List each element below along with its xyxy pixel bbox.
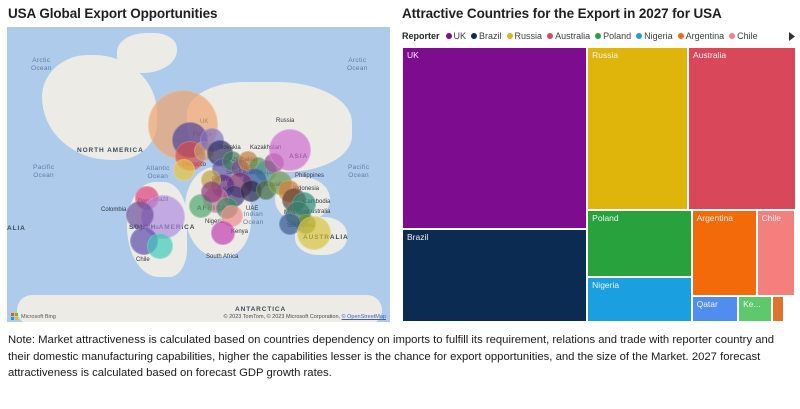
treemap-tile-label: Australia bbox=[693, 50, 727, 60]
legend-swatch-icon bbox=[445, 32, 452, 39]
treemap-tile-label: Argentina bbox=[696, 213, 733, 224]
map-bubble[interactable] bbox=[126, 201, 154, 229]
treemap-tile-russia[interactable]: Russia bbox=[587, 47, 689, 211]
chevron-right-icon[interactable] bbox=[786, 30, 798, 42]
bing-logo-text: Microsoft Bing bbox=[21, 313, 56, 320]
map-bubble[interactable] bbox=[211, 221, 235, 245]
legend-item-nigeria[interactable]: Nigeria bbox=[636, 31, 673, 41]
legend-swatch-icon bbox=[547, 32, 554, 39]
treemap-tile-qatar[interactable]: Qatar bbox=[691, 296, 739, 322]
country-label: UAE bbox=[246, 206, 259, 212]
treemap-tile[interactable] bbox=[771, 296, 785, 322]
treemap-tile-label: Poland bbox=[592, 213, 619, 224]
legend-label: Russia bbox=[514, 30, 543, 41]
country-label: Australia bbox=[307, 209, 331, 215]
country-label: Colombia bbox=[101, 207, 127, 213]
footnote: Note: Market attractiveness is calculate… bbox=[8, 334, 775, 380]
treemap-tile-label: Ke... bbox=[743, 299, 761, 310]
map-bubble[interactable] bbox=[201, 181, 223, 203]
page-title: USA Global Export Opportunities bbox=[8, 6, 218, 21]
bing-map[interactable]: Arctic Ocean Arctic Ocean Pacific Ocean Pac… bbox=[7, 27, 390, 322]
map-attribution: © 2023 TomTom, © 2023 Microsoft Corporat… bbox=[224, 314, 386, 320]
treemap-tile-argentina[interactable]: Argentina bbox=[691, 210, 757, 297]
treemap-tile-brazil[interactable]: Brazil bbox=[402, 229, 588, 322]
map-bubble[interactable] bbox=[269, 129, 311, 171]
legend-label: Argentina bbox=[685, 30, 725, 41]
treemap-tile-nigeria[interactable]: Nigeria bbox=[587, 277, 692, 322]
treemap-tile-poland[interactable]: Poland bbox=[587, 210, 692, 278]
treemap-title: Attractive Countries for the Export in 2… bbox=[402, 6, 722, 21]
legend-items: UK Brazil Russia Australia Poland Nigeria Arge… bbox=[445, 30, 758, 41]
legend-swatch-icon bbox=[677, 32, 684, 39]
legend-item-argentina[interactable]: Argentina bbox=[677, 30, 725, 41]
legend-item-uk[interactable]: UK bbox=[445, 30, 467, 41]
ocean-label: Arctic Ocean bbox=[347, 57, 368, 72]
legend-item-chile[interactable]: Chile bbox=[729, 31, 758, 41]
treemap-panel: Attractive Countries for the Export in 2… bbox=[398, 0, 800, 330]
map-bubble[interactable] bbox=[147, 233, 173, 259]
country-label: Kazakhstan bbox=[250, 145, 282, 151]
legend-swatch-icon bbox=[636, 32, 643, 39]
legend-swatch-icon bbox=[506, 32, 513, 39]
country-label: Nigeria bbox=[205, 219, 225, 225]
legend-label: Brazil bbox=[479, 30, 502, 41]
legend-item-brazil[interactable]: Brazil bbox=[471, 31, 502, 41]
continent-label: ANTARCTICA bbox=[235, 306, 287, 313]
legend-label: Chile bbox=[737, 30, 758, 41]
continent-label: ALIA bbox=[7, 225, 26, 232]
legend-swatch-icon bbox=[471, 32, 478, 39]
treemap-tile-label: UK bbox=[407, 50, 419, 60]
legend-label: Poland bbox=[603, 30, 632, 41]
legend-item-poland[interactable]: Poland bbox=[595, 31, 631, 41]
country-label: South Africa bbox=[206, 254, 239, 260]
legend-label: Nigeria bbox=[644, 30, 673, 41]
legend-item-australia[interactable]: Australia bbox=[547, 31, 590, 41]
ocean-label: Pacific Ocean bbox=[33, 164, 55, 179]
map-bubble[interactable] bbox=[297, 216, 331, 250]
ocean-label: Pacific Ocean bbox=[348, 164, 370, 179]
treemap-tile-uk[interactable]: UK bbox=[402, 47, 588, 230]
legend-swatch-icon bbox=[595, 32, 602, 39]
legend-label: Australia bbox=[555, 30, 591, 41]
legend-swatch-icon bbox=[729, 32, 736, 39]
microsoft-logo-icon bbox=[11, 313, 18, 320]
continent-label: NORTH AMERICA bbox=[77, 147, 144, 154]
legend-label: UK bbox=[453, 30, 467, 41]
treemap-tile-label: Russia bbox=[592, 50, 619, 60]
treemap-chart[interactable]: UK Brazil Russia Australia Poland Nigeria Arge… bbox=[402, 47, 796, 322]
ocean-label: Arctic Ocean bbox=[31, 57, 52, 72]
map-bubble[interactable] bbox=[173, 159, 195, 181]
legend-title: Reporter bbox=[402, 30, 440, 41]
country-label: Chile bbox=[136, 257, 150, 263]
map-attribution-text: © 2023 TomTom, © 2023 Microsoft Corporat… bbox=[223, 314, 341, 320]
openstreetmap-link[interactable]: © OpenStreetMap bbox=[341, 314, 386, 320]
legend: Reporter UK Brazil Russia Australia Poland Ni… bbox=[402, 28, 796, 43]
treemap-tile-label: Qatar bbox=[696, 299, 718, 310]
country-label: Cambodia bbox=[303, 199, 331, 205]
country-label: Kenya bbox=[231, 229, 249, 235]
treemap-tile-label: Nigeria bbox=[592, 280, 620, 291]
country-label: Indonesia bbox=[293, 186, 320, 192]
country-label: Russia bbox=[276, 118, 295, 124]
country-label: Philippines bbox=[295, 173, 325, 179]
treemap-tile-chile[interactable]: Chile bbox=[756, 210, 796, 297]
bing-logo: Microsoft Bing bbox=[11, 313, 56, 320]
landmass-antarctica bbox=[17, 295, 382, 322]
treemap-tile-label: Brazil bbox=[407, 232, 429, 243]
ocean-label: Indian Ocean bbox=[243, 211, 264, 226]
treemap-tile-australia[interactable]: Australia bbox=[688, 47, 796, 211]
legend-item-russia[interactable]: Russia bbox=[506, 30, 543, 41]
map-panel: USA Global Export Opportunities Arctic Oc… bbox=[0, 0, 396, 330]
treemap-tile-label: Chile bbox=[761, 213, 781, 224]
treemap-tile-ke[interactable]: Ke... bbox=[738, 296, 772, 322]
ocean-label: Atlantic Ocean bbox=[146, 165, 170, 180]
